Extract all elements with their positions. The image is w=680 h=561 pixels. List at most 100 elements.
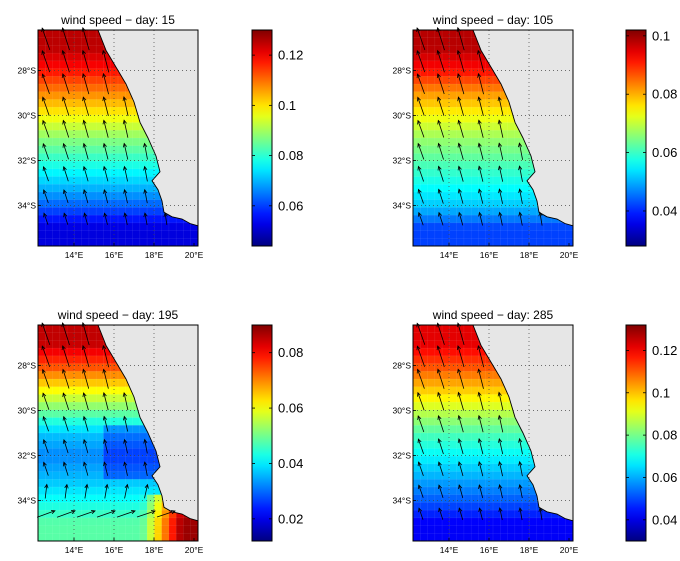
speed-cell — [420, 53, 428, 62]
wind-arrow-head — [62, 165, 67, 171]
speed-cell — [413, 379, 421, 388]
speed-cell — [485, 107, 494, 116]
speed-cell — [500, 417, 508, 426]
speed-cell — [67, 340, 75, 349]
wind-arrow — [416, 27, 426, 51]
speed-cell — [147, 487, 155, 496]
speed-cell — [52, 448, 61, 457]
speed-cell — [67, 425, 75, 434]
speed-cell — [456, 215, 465, 224]
speed-cell — [551, 510, 559, 519]
speed-cell — [442, 215, 450, 224]
speed-cell — [96, 463, 104, 472]
speed-cell — [507, 533, 516, 541]
speed-cell — [427, 215, 436, 224]
speed-cell — [514, 425, 523, 434]
speed-cell — [147, 471, 155, 480]
speed-cell — [456, 448, 465, 457]
speed-cell — [507, 448, 516, 457]
speed-cell — [456, 494, 465, 503]
speed-cell — [38, 222, 46, 231]
speed-cell — [442, 340, 450, 349]
speed-cell — [427, 371, 436, 380]
wind-arrow-head — [417, 415, 422, 421]
wind-arrow-head — [416, 368, 421, 374]
speed-cell — [522, 494, 530, 503]
speed-cell — [118, 409, 126, 418]
speed-cell — [522, 199, 530, 208]
speed-cell — [471, 340, 479, 349]
speed-cell — [434, 440, 443, 449]
wind-arrow-head — [457, 391, 462, 397]
speed-cell — [96, 215, 104, 224]
speed-cell — [74, 425, 83, 434]
lat-tick-label: 32°S — [392, 156, 411, 166]
speed-cell — [110, 130, 119, 139]
speed-cell — [88, 107, 97, 116]
speed-cell — [96, 502, 104, 511]
wind-arrow-head — [497, 96, 502, 102]
speed-cell — [118, 199, 126, 208]
speed-cell — [565, 525, 573, 534]
wind-arrow — [458, 212, 464, 226]
speed-cell — [522, 145, 530, 154]
wind-arrow-head — [478, 507, 483, 513]
speed-cell — [442, 184, 450, 193]
speed-cell — [500, 130, 508, 139]
speed-cell — [485, 230, 494, 239]
speed-cell — [96, 53, 104, 62]
speed-cell — [456, 325, 465, 334]
speed-cell — [74, 138, 83, 147]
speed-cell — [132, 114, 141, 123]
wind-arrow — [144, 462, 148, 476]
speed-cell — [449, 463, 458, 472]
speed-cell — [449, 517, 458, 526]
speed-cell — [522, 479, 530, 488]
wind-arrow — [156, 510, 176, 518]
speed-cell — [442, 230, 450, 239]
speed-cell — [125, 510, 133, 519]
wind-arrow-head — [82, 415, 87, 421]
wind-arrow-head — [61, 73, 66, 78]
speed-cell — [471, 153, 479, 162]
speed-cell — [74, 84, 83, 93]
speed-cell — [536, 222, 545, 231]
speed-cell — [434, 371, 443, 380]
speed-cell — [500, 479, 508, 488]
speed-cell — [67, 517, 75, 526]
speed-cell — [493, 463, 501, 472]
wind-arrow — [103, 73, 109, 95]
speed-cell — [74, 340, 83, 349]
speed-cell — [125, 176, 133, 185]
speed-cell — [52, 84, 61, 93]
speed-cell — [456, 30, 465, 39]
speed-cell — [74, 463, 83, 472]
speed-cell — [434, 153, 443, 162]
speed-cell — [543, 510, 552, 519]
speed-cell — [45, 184, 53, 193]
speed-cell — [59, 510, 68, 519]
wind-arrow — [83, 120, 89, 138]
speed-cell — [110, 184, 119, 193]
wind-arrow-head — [477, 96, 482, 102]
speed-cell — [463, 325, 472, 334]
speed-cell — [434, 138, 443, 147]
speed-cell — [463, 517, 472, 526]
speed-cell — [478, 122, 487, 131]
speed-cell — [427, 456, 436, 465]
speed-cell — [471, 222, 479, 231]
speed-cell — [514, 456, 523, 465]
speed-cell — [478, 479, 487, 488]
speed-cell — [110, 161, 119, 170]
wind-arrow-head — [417, 461, 422, 467]
wind-arrow — [36, 510, 56, 518]
speed-cell — [500, 222, 508, 231]
speed-cell — [478, 487, 487, 496]
speed-cell — [485, 502, 494, 511]
speed-cell — [522, 168, 530, 177]
speed-cell — [442, 525, 450, 534]
speed-cell — [132, 517, 141, 526]
speed-cell — [139, 199, 148, 208]
speed-cell — [413, 130, 421, 139]
speed-cell — [420, 386, 428, 395]
